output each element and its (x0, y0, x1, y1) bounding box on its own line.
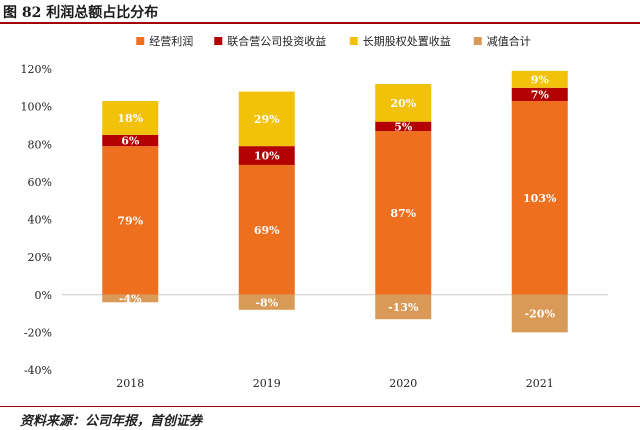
bar-segment (102, 294, 159, 303)
data-label: 7% (531, 88, 550, 101)
legend-swatch (136, 37, 145, 45)
data-label: -4% (119, 293, 142, 306)
bar-segment (102, 146, 159, 295)
bar-segment (511, 87, 568, 101)
bar-segment (511, 294, 568, 333)
bar-segment (238, 146, 295, 165)
figure-title: 图 82 利润总额占比分布 (3, 5, 159, 21)
data-label: 9% (531, 73, 550, 86)
y-tick-label: 60% (28, 176, 52, 189)
data-label: -20% (525, 308, 556, 321)
data-label: 103% (523, 192, 557, 205)
x-tick-label: 2018 (116, 377, 144, 390)
legend-label: 联合营公司投资收益 (227, 34, 326, 48)
bar-segment (238, 294, 295, 310)
bar-segment (238, 91, 295, 147)
bar-segment (511, 70, 568, 88)
stacked-bar-chart: -40% -20% 0% 20% 40% 60% 80% 100% 120% 79% 6% 18% -4… (0, 26, 640, 406)
data-label: 6% (121, 134, 140, 147)
title-divider (0, 22, 640, 24)
x-tick-label: 2020 (389, 377, 417, 390)
data-label: 5% (394, 120, 413, 133)
legend-label: 经营利润 (149, 34, 193, 48)
bar-segment (375, 84, 432, 122)
y-tick-label: -20% (24, 326, 52, 339)
legend-label: 减值合计 (487, 34, 531, 48)
y-tick-label: 40% (28, 214, 52, 227)
chart-svg: -40% -20% 0% 20% 40% 60% 80% 100% 120% 79% 6% 18% -4… (21, 34, 608, 390)
legend-swatch (214, 37, 223, 45)
data-label: 18% (117, 112, 143, 125)
bar-segment (511, 100, 568, 295)
source-note: 资料来源：公司年报，首创证券 (20, 414, 203, 429)
data-label: 79% (117, 214, 143, 227)
y-tick-label: 120% (21, 63, 52, 76)
data-label: 29% (254, 113, 280, 126)
bar-segment (375, 121, 432, 132)
bar-segment (102, 100, 159, 135)
bar-segment (375, 294, 432, 320)
bar-segment (238, 164, 295, 295)
data-label: 10% (254, 150, 280, 163)
legend-swatch (473, 37, 482, 45)
data-label: -13% (388, 301, 419, 314)
y-tick-label: 0% (35, 289, 52, 302)
bar-segment (102, 134, 159, 147)
x-tick-label: 2019 (253, 377, 281, 390)
data-label: 87% (390, 207, 416, 220)
y-tick-label: 100% (21, 101, 52, 114)
y-tick-label: -40% (24, 364, 52, 377)
y-tick-label: 20% (28, 251, 52, 264)
data-label: 69% (254, 224, 280, 237)
data-label: -8% (255, 296, 278, 309)
y-tick-label: 80% (28, 138, 52, 151)
x-tick-label: 2021 (526, 377, 554, 390)
bar-segment (375, 131, 432, 295)
data-label: 20% (390, 97, 416, 110)
legend-label: 长期股权处置收益 (363, 34, 451, 48)
footer-divider (0, 406, 640, 407)
legend-swatch (349, 37, 358, 45)
